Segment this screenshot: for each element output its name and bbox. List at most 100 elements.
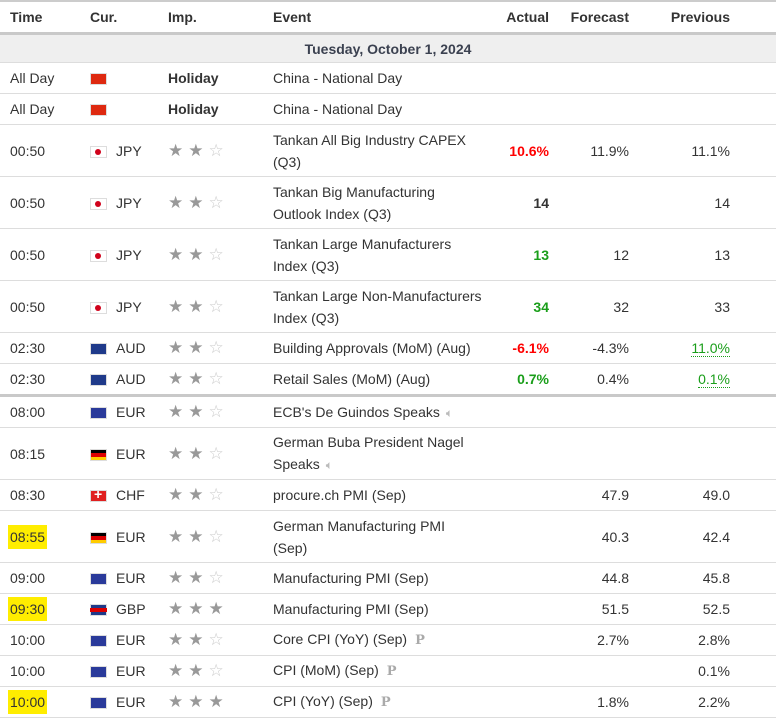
event-row[interactable]: 02:30 AUD ★ ★ ☆ Retail Sales (MoM) (Aug) 0…: [0, 363, 776, 397]
event-cell[interactable]: German Buba President Nagel Speaks 🔈︎: [273, 427, 483, 480]
spacer-cell: [730, 280, 776, 333]
event-name[interactable]: German Buba President Nagel Speaks: [273, 434, 464, 472]
event-name[interactable]: Tankan Big Manufacturing Outlook Index (…: [273, 183, 435, 222]
star-outline-icon: ☆: [208, 192, 224, 212]
header-currency[interactable]: Cur.: [90, 0, 168, 35]
star-filled-icon: ★: [188, 526, 204, 546]
event-cell[interactable]: ECB's De Guindos Speaks 🔈︎: [273, 395, 483, 428]
event-row[interactable]: 00:50 JPY ★ ★ ☆ Tankan Large Non-Manufactu…: [0, 280, 776, 333]
event-name[interactable]: CPI (YoY) (Sep): [273, 693, 373, 709]
forecast-cell: -4.3%: [549, 332, 629, 364]
importance-cell: Holiday: [168, 62, 273, 94]
event-row[interactable]: 08:00 EUR ★ ★ ☆ ECB's De Guindos Speaks 🔈︎: [0, 395, 776, 428]
event-cell[interactable]: Building Approvals (MoM) (Aug): [273, 332, 483, 364]
event-cell[interactable]: China - National Day: [273, 62, 483, 94]
header-time[interactable]: Time: [0, 0, 90, 35]
event-cell[interactable]: Retail Sales (MoM) (Aug): [273, 363, 483, 397]
event-cell[interactable]: Tankan Large Manufacturers Index (Q3): [273, 228, 483, 281]
event-time: 10:00: [10, 663, 46, 679]
preliminary-icon: P: [415, 633, 425, 648]
header-importance[interactable]: Imp.: [168, 0, 273, 35]
event-row[interactable]: 10:00 EUR ★ ★ ☆ Core CPI (YoY) (Sep) P 2.7%…: [0, 624, 776, 656]
star-outline-icon: ☆: [208, 140, 224, 160]
event-row[interactable]: 02:30 AUD ★ ★ ☆ Building Approvals (MoM) (…: [0, 332, 776, 364]
event-name[interactable]: Building Approvals (MoM) (Aug): [273, 340, 471, 356]
event-name[interactable]: Tankan All Big Industry CAPEX (Q3): [273, 131, 466, 170]
header-previous[interactable]: Previous: [629, 0, 730, 35]
actual-value: 13: [533, 246, 549, 263]
event-cell[interactable]: Tankan Big Manufacturing Outlook Index (…: [273, 176, 483, 229]
event-name[interactable]: Tankan Large Non-Manufacturers Index (Q3…: [273, 287, 482, 326]
event-name[interactable]: China - National Day: [273, 101, 403, 117]
header-forecast[interactable]: Forecast: [549, 0, 629, 35]
previous-value: 0.1%: [698, 663, 730, 679]
event-row[interactable]: All Day Holiday China - National Day: [0, 93, 776, 125]
event-cell[interactable]: CPI (MoM) (Sep) P: [273, 655, 483, 687]
currency-cell: GBP: [90, 593, 168, 625]
forecast-value: -4.3%: [592, 340, 629, 356]
event-name[interactable]: Retail Sales (MoM) (Aug): [273, 371, 431, 387]
importance-cell: ★ ★ ☆: [168, 427, 273, 480]
event-row[interactable]: 08:55 EUR ★ ★ ☆ German Manufacturing PMI (…: [0, 510, 776, 563]
spacer-cell: [730, 62, 776, 94]
currency-cell: JPY: [90, 280, 168, 333]
currency-code: EUR: [116, 663, 146, 679]
previous-value[interactable]: 11.0%: [691, 340, 730, 357]
event-time: All Day: [10, 70, 55, 86]
event-cell[interactable]: Manufacturing PMI (Sep): [273, 593, 483, 625]
event-name[interactable]: Tankan Large Manufacturers Index (Q3): [273, 235, 452, 274]
forecast-cell: [549, 62, 629, 94]
star-filled-icon: ★: [168, 296, 184, 316]
event-name[interactable]: German Manufacturing PMI (Sep): [273, 517, 445, 556]
event-cell[interactable]: CPI (YoY) (Sep) P: [273, 686, 483, 718]
event-row[interactable]: 00:50 JPY ★ ★ ☆ Tankan Big Manufacturing O…: [0, 176, 776, 229]
currency-cell: [90, 62, 168, 94]
event-row[interactable]: 00:50 JPY ★ ★ ☆ Tankan Large Manufacturers…: [0, 228, 776, 281]
event-name[interactable]: Core CPI (YoY) (Sep): [273, 631, 408, 647]
event-time: 10:00: [8, 690, 48, 714]
event-name[interactable]: China - National Day: [273, 70, 403, 86]
flag-eu-icon: [90, 635, 107, 648]
previous-cell: 49.0: [629, 479, 730, 511]
header-event[interactable]: Event: [273, 0, 483, 35]
event-row[interactable]: 10:00 EUR ★ ★ ☆ CPI (MoM) (Sep) P 0.1%: [0, 655, 776, 687]
currency-code: EUR: [116, 445, 146, 462]
previous-value[interactable]: 0.1%: [698, 371, 730, 388]
importance-cell: ★ ★ ☆: [168, 332, 273, 364]
event-name[interactable]: Manufacturing PMI (Sep): [273, 601, 429, 617]
event-cell[interactable]: Tankan Large Non-Manufacturers Index (Q3…: [273, 280, 483, 333]
star-outline-icon: ☆: [208, 568, 224, 587]
forecast-cell: [549, 176, 629, 229]
event-row[interactable]: 09:30 GBP ★ ★ ★ Manufacturing PMI (Sep) 51…: [0, 593, 776, 625]
star-outline-icon: ☆: [208, 630, 224, 649]
currency-cell: JPY: [90, 228, 168, 281]
event-row[interactable]: All Day Holiday China - National Day: [0, 62, 776, 94]
flag-cn-icon: [90, 73, 107, 86]
star-filled-icon: ★: [188, 402, 204, 421]
forecast-value: 51.5: [601, 601, 629, 617]
event-name[interactable]: ECB's De Guindos Speaks: [273, 403, 440, 420]
event-cell[interactable]: German Manufacturing PMI (Sep): [273, 510, 483, 563]
previous-value: 11.1%: [691, 142, 730, 159]
event-cell[interactable]: Core CPI (YoY) (Sep) P: [273, 624, 483, 656]
currency-code: JPY: [116, 246, 142, 263]
previous-cell: 14: [629, 176, 730, 229]
event-row[interactable]: 09:00 EUR ★ ★ ☆ Manufacturing PMI (Sep) 44…: [0, 562, 776, 594]
header-actual[interactable]: Actual: [483, 0, 549, 35]
event-row[interactable]: 10:00 EUR ★ ★ ★ CPI (YoY) (Sep) P 1.8% 2.2%: [0, 686, 776, 718]
event-name[interactable]: CPI (MoM) (Sep): [273, 662, 379, 678]
event-cell[interactable]: China - National Day: [273, 93, 483, 125]
event-name[interactable]: Manufacturing PMI (Sep): [273, 570, 429, 586]
event-row[interactable]: 00:50 JPY ★ ★ ☆ Tankan All Big Industry CA…: [0, 124, 776, 177]
spacer-cell: [730, 624, 776, 656]
event-cell[interactable]: Manufacturing PMI (Sep): [273, 562, 483, 594]
time-cell: 10:00: [0, 686, 90, 718]
event-row[interactable]: 08:30 CHF ★★☆ procure.ch PMI (Sep) 47.9 …: [0, 479, 776, 511]
event-row[interactable]: 08:15 EUR ★ ★ ☆ German Buba President Nage…: [0, 427, 776, 480]
currency-cell: EUR: [90, 510, 168, 563]
event-cell[interactable]: procure.ch PMI (Sep): [273, 479, 483, 511]
actual-cell: [483, 562, 549, 594]
event-name[interactable]: procure.ch PMI (Sep): [273, 487, 407, 503]
star-filled-icon: ★: [188, 568, 204, 587]
event-cell[interactable]: Tankan All Big Industry CAPEX (Q3): [273, 124, 483, 177]
